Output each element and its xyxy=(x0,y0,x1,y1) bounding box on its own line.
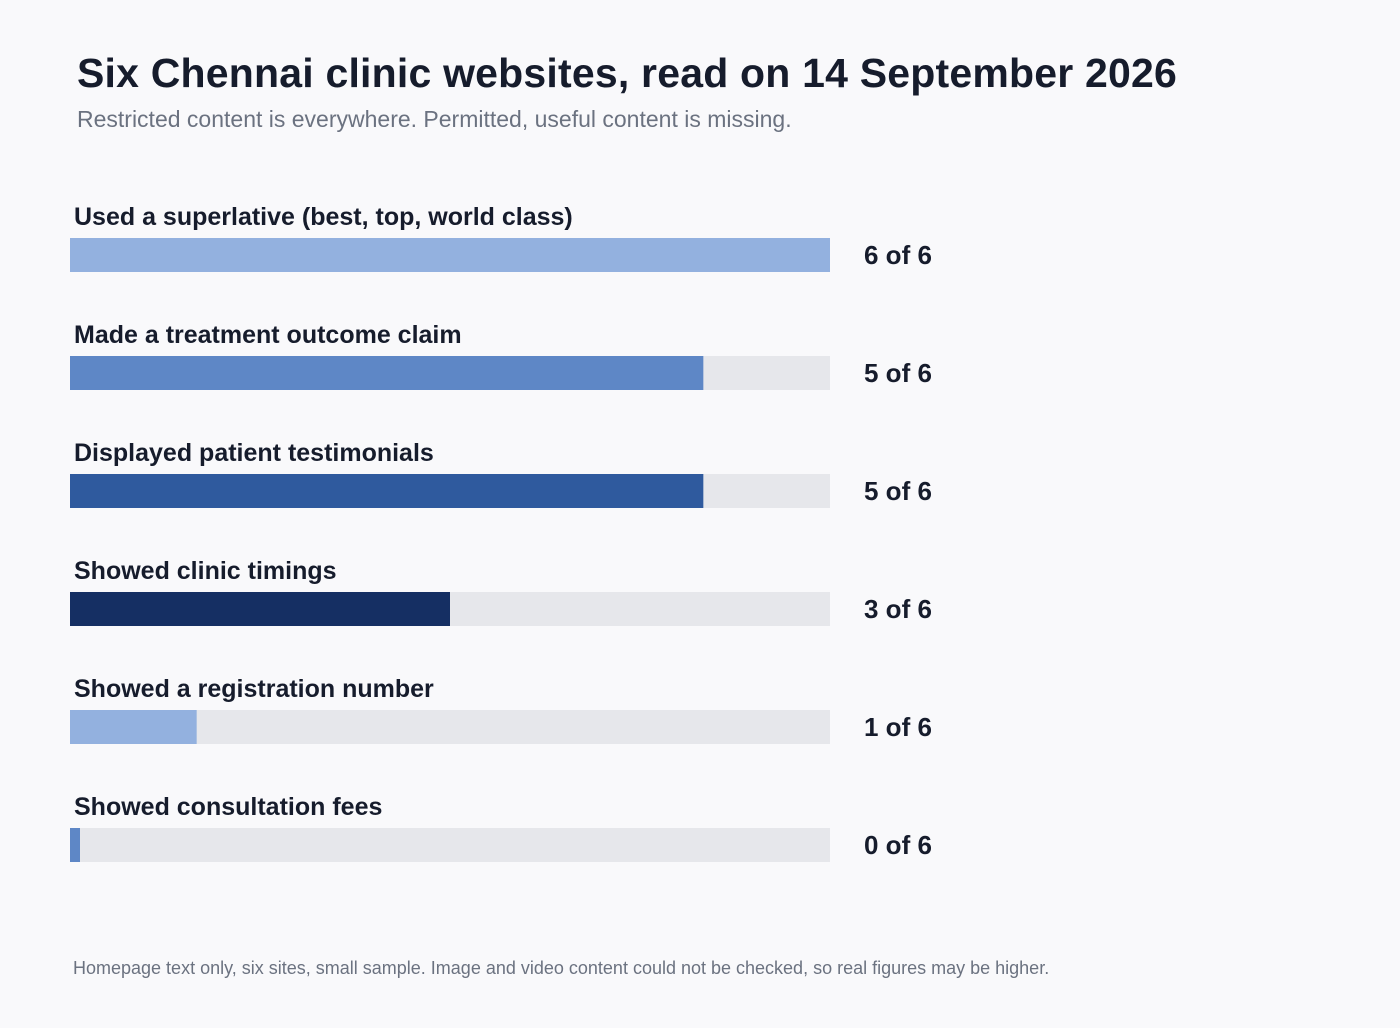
bar-row: Used a superlative (best, top, world cla… xyxy=(70,203,932,272)
bar xyxy=(70,474,704,508)
category-label: Showed a registration number xyxy=(74,675,434,703)
chart-title: Six Chennai clinic websites, read on 14 … xyxy=(77,50,1178,96)
bar-track xyxy=(70,828,830,862)
category-label: Made a treatment outcome claim xyxy=(74,321,462,349)
footnote: Homepage text only, six sites, small sam… xyxy=(73,958,1050,978)
category-label: Showed consultation fees xyxy=(74,793,382,821)
value-label: 5 of 6 xyxy=(864,358,932,388)
bar-track xyxy=(70,710,830,744)
chart-subtitle: Restricted content is everywhere. Permit… xyxy=(77,106,792,132)
bar xyxy=(70,828,80,862)
bar xyxy=(70,592,450,626)
bar-row: Showed clinic timings 3 of 6 xyxy=(70,557,932,626)
bar-row: Showed a registration number 1 of 6 xyxy=(70,675,932,744)
category-label: Used a superlative (best, top, world cla… xyxy=(74,203,573,231)
bar xyxy=(70,238,830,272)
bar-row: Displayed patient testimonials 5 of 6 xyxy=(70,439,932,508)
value-label: 3 of 6 xyxy=(864,594,932,624)
value-label: 1 of 6 xyxy=(864,712,932,742)
bar-row: Showed consultation fees 0 of 6 xyxy=(70,793,932,862)
bar-row: Made a treatment outcome claim 5 of 6 xyxy=(70,321,932,390)
value-label: 6 of 6 xyxy=(864,240,932,270)
bar xyxy=(70,356,704,390)
category-label: Displayed patient testimonials xyxy=(74,439,434,467)
category-label: Showed clinic timings xyxy=(74,557,337,585)
value-label: 5 of 6 xyxy=(864,476,932,506)
bar xyxy=(70,710,197,744)
value-label: 0 of 6 xyxy=(864,830,932,860)
